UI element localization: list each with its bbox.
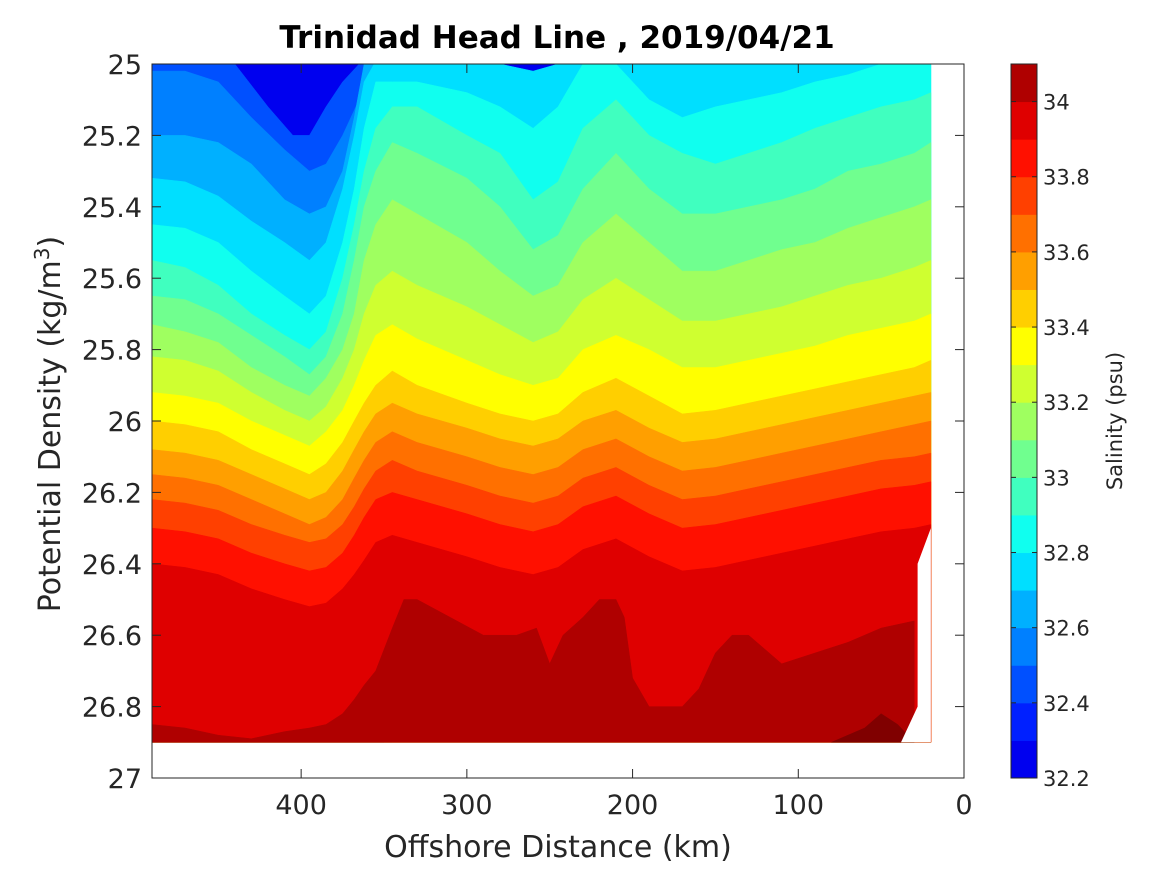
x-axis-label: Offshore Distance (km) (384, 830, 732, 865)
y-tick-label: 25.6 (82, 264, 142, 295)
colorbar-ticks: 32.2 32.4 32.6 32.8 33 33.2 33.4 33.6 33.8 34 (1011, 91, 1090, 791)
x-tick-label: 400 (275, 790, 327, 821)
contour-fill-group (152, 64, 932, 743)
colorbar-tick-label: 33.8 (1043, 166, 1090, 190)
y-tick-label: 25.8 (82, 336, 142, 367)
y-axis-label: Potential Density (kg/m3) (30, 236, 68, 612)
colorbar-band (1011, 327, 1037, 366)
colorbar-tick-label: 32.6 (1043, 617, 1090, 641)
y-axis-ticks: 25 25.2 25.4 25.6 25.8 26 26.2 26.4 26.6 26.8 27 (82, 50, 964, 795)
y-tick-label: 26 (108, 407, 142, 438)
x-tick-label: 0 (955, 790, 972, 821)
colorbar-band (1011, 477, 1037, 516)
colorbar-band (1011, 64, 1037, 103)
chart-title: Trinidad Head Line , 2019/04/21 (279, 20, 834, 56)
colorbar-label: Salinity (psu) (1103, 352, 1127, 490)
colorbar-tick-label: 33 (1043, 466, 1070, 490)
no-data-mask (901, 528, 931, 743)
plot-area: 25 25.2 25.4 25.6 25.8 26 26.2 26.4 26.6 26.8 27 4… (82, 50, 973, 821)
colorbar-band (1011, 627, 1037, 666)
colorbar-band (1011, 139, 1037, 178)
colorbar-tick-label: 33.6 (1043, 241, 1090, 265)
contour-band-34-0 (152, 599, 915, 743)
colorbar-band (1011, 665, 1037, 704)
colorbar-band (1011, 101, 1037, 140)
colorbar-band (1011, 214, 1037, 253)
y-axis-label-close: ) (33, 236, 68, 248)
y-tick-label: 26.2 (82, 478, 142, 509)
x-tick-label: 300 (441, 790, 493, 821)
colorbar-band (1011, 402, 1037, 441)
x-tick-label: 200 (607, 790, 659, 821)
colorbar-band (1011, 289, 1037, 328)
colorbar-band (1011, 552, 1037, 591)
colorbar: 32.2 32.4 32.6 32.8 33 33.2 33.4 33.6 33.8 34 (1010, 63, 1090, 791)
colorbar-tick-label: 33.4 (1043, 316, 1090, 340)
y-axis-label-text: Potential Density (kg/m (33, 260, 68, 612)
colorbar-tick-label: 32.2 (1043, 767, 1090, 791)
contour-band-34-1 (831, 713, 915, 743)
colorbar-band (1011, 176, 1037, 215)
colorbar-band (1011, 439, 1037, 478)
colorbar-band (1011, 590, 1037, 629)
colorbar-tick-label: 33.2 (1043, 391, 1090, 415)
colorbar-tick-label: 34 (1043, 91, 1070, 115)
colorbar-band (1011, 740, 1037, 779)
y-tick-label: 25.2 (82, 121, 142, 152)
y-tick-label: 25.4 (82, 193, 142, 224)
colorbar-frame (1010, 63, 1038, 779)
y-axis-label-exponent: 3 (30, 247, 54, 260)
y-tick-label: 26.8 (82, 693, 142, 724)
y-tick-label: 26.4 (82, 550, 142, 581)
colorbar-band (1011, 364, 1037, 403)
y-tick-label: 26.6 (82, 621, 142, 652)
y-tick-label: 27 (108, 764, 142, 795)
colorbar-band (1011, 514, 1037, 554)
x-axis-ticks: 400 300 200 100 0 (275, 64, 973, 821)
colorbar-tick-label: 32.8 (1043, 542, 1090, 566)
y-tick-label: 25 (108, 50, 142, 81)
x-tick-label: 100 (773, 790, 825, 821)
colorbar-bands (1011, 64, 1037, 779)
colorbar-band (1011, 251, 1037, 290)
colorbar-band (1011, 702, 1037, 741)
colorbar-tick-label: 32.4 (1043, 692, 1090, 716)
